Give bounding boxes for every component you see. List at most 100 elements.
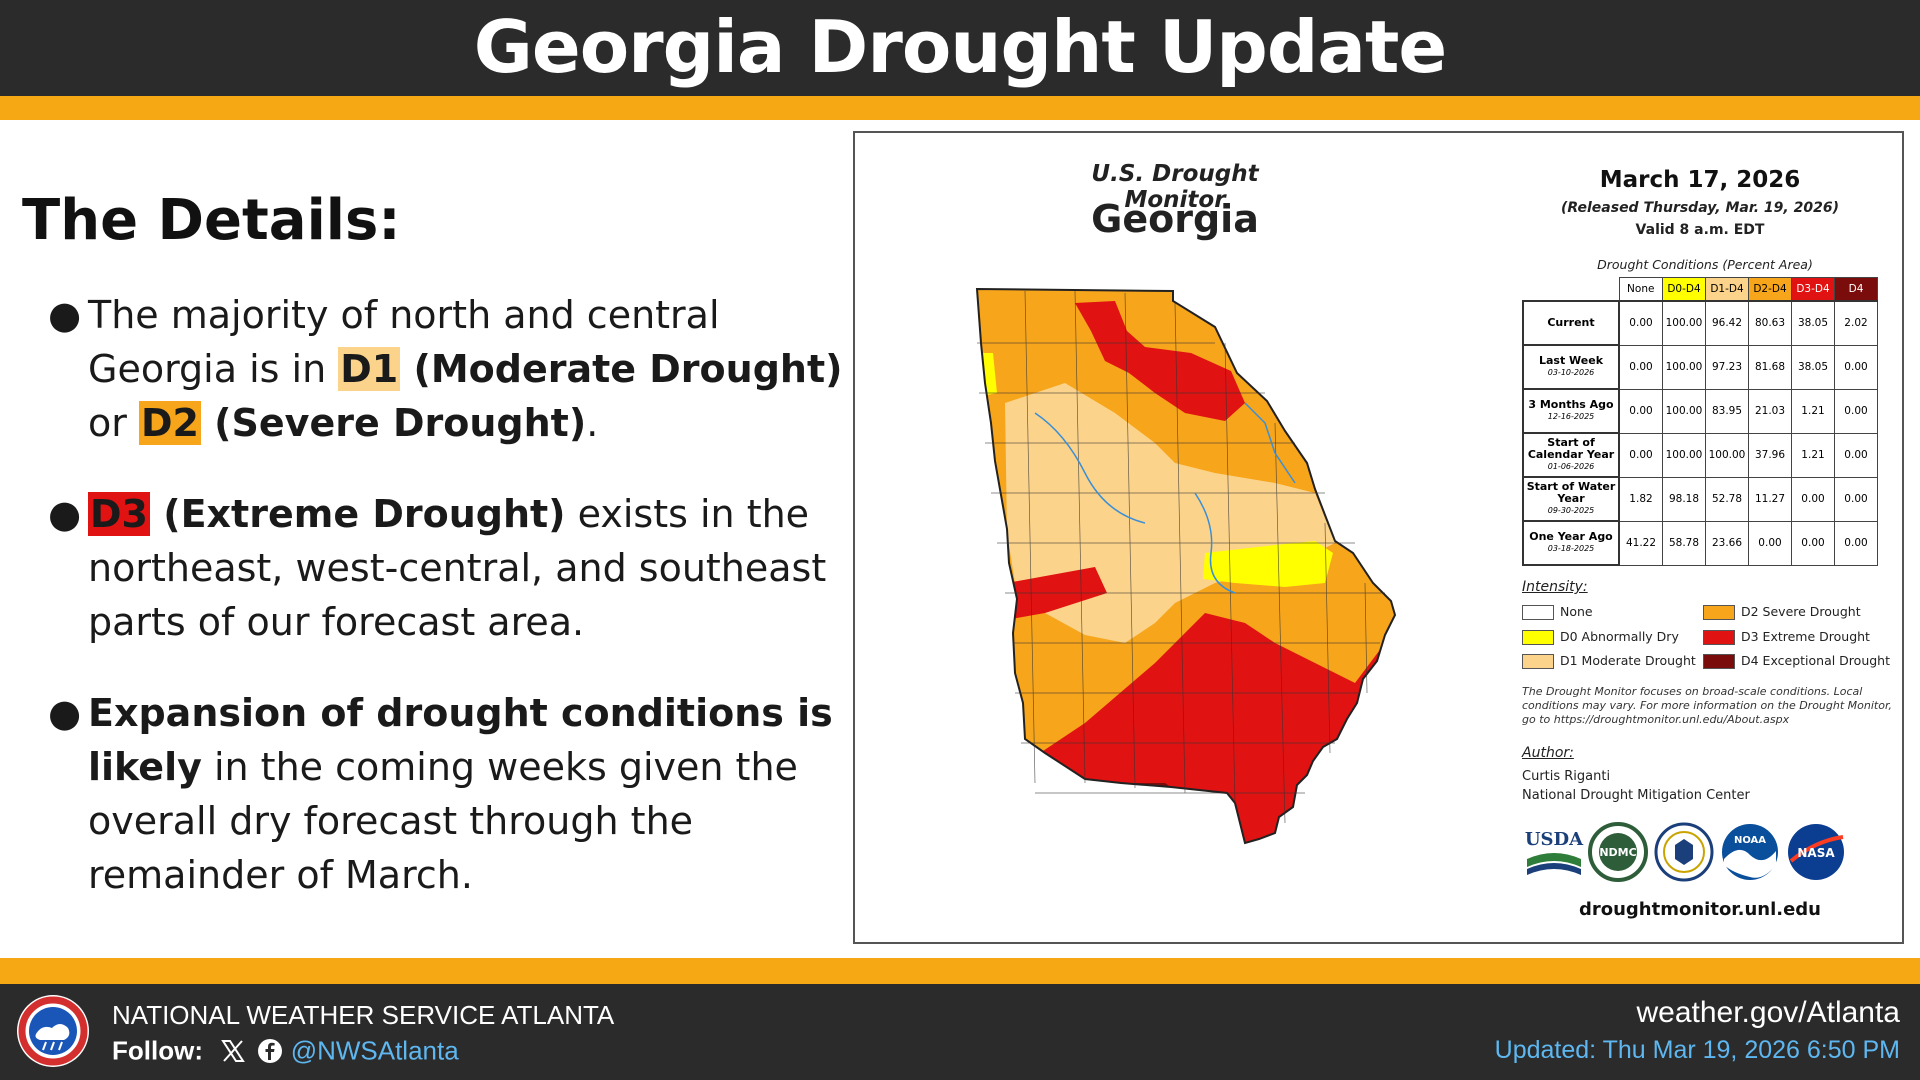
table-cell: 21.03 (1748, 388, 1792, 434)
x-twitter-icon[interactable] (220, 1038, 246, 1064)
release-date: (Released Thursday, Mar. 19, 2026) (1561, 200, 1839, 216)
col-d4: D4 (1834, 277, 1878, 302)
valid-time: Valid 8 a.m. EDT (1635, 222, 1765, 238)
table-row: 3 Months Ago 12-16-2025 0.00 100.00 83.95… (1522, 388, 1878, 434)
bullet-text: The majority of north and central Georgi… (88, 293, 720, 391)
table-cell: 100.00 (1662, 300, 1706, 346)
table-cell: 0.00 (1834, 344, 1878, 390)
table-cell: 0.00 (1618, 344, 1663, 390)
monitor-note: The Drought Monitor focuses on broad-sca… (1522, 685, 1892, 726)
legend-d1: D1 Moderate Drought (1522, 652, 1696, 670)
table-row: Start of Calendar Year 01-06-2026 0.00 10… (1522, 432, 1878, 478)
table-cell: 23.66 (1705, 520, 1749, 566)
legend-d0: D0 Abnormally Dry (1522, 628, 1679, 646)
table-cell: 83.95 (1705, 388, 1749, 434)
ndmc-logo-icon: NDMC (1588, 822, 1648, 882)
table-cell: 100.00 (1662, 432, 1706, 478)
svg-text:NOAA: NOAA (1734, 835, 1766, 846)
author-title: Author: (1522, 745, 1574, 761)
river-icon (1034, 412, 1146, 524)
table-row: One Year Ago 03-18-2025 41.22 58.78 23.66… (1522, 520, 1878, 566)
row-label: 3 Months Ago 12-16-2025 (1522, 388, 1620, 434)
legend-swatch (1522, 630, 1554, 645)
author-name: Curtis Riganti (1522, 769, 1611, 784)
top-accent-stripe (0, 96, 1920, 120)
col-d3-d4: D3-D4 (1791, 277, 1835, 302)
col-d1-d4: D1-D4 (1705, 277, 1749, 302)
row-label: One Year Ago 03-18-2025 (1522, 520, 1620, 566)
facebook-icon[interactable] (257, 1038, 283, 1064)
bullet-text: exists in the northeast, west-central, a… (88, 492, 827, 644)
col-none: None (1618, 277, 1663, 302)
state-outline (975, 287, 1397, 845)
legend-d2: D2 Severe Drought (1703, 603, 1861, 621)
d1-highlight: D1 (338, 347, 401, 391)
d2-label: (Severe Drought) (200, 401, 587, 445)
table-row: Start of Water Year 09-30-2025 1.82 98.18… (1522, 476, 1878, 522)
table-cell: 41.22 (1618, 520, 1663, 566)
table-cell: 58.78 (1662, 520, 1706, 566)
monitor-title: U.S. Drought Monitor (1091, 161, 1259, 213)
noaa-logo-icon: NOAA (1722, 824, 1778, 880)
table-corner (1523, 278, 1619, 302)
table-cell: 81.68 (1748, 344, 1792, 390)
row-label: Current (1522, 300, 1620, 346)
drought-monitor-panel: U.S. Drought Monitor Georgia (853, 131, 1904, 944)
follow-row: Follow: @NWSAtlanta (112, 1034, 459, 1066)
legend-swatch (1703, 654, 1735, 669)
bullet-expansion: ● Expansion of drought conditions is lik… (48, 686, 848, 902)
svg-text:NDMC: NDMC (1599, 846, 1636, 859)
legend-swatch (1703, 630, 1735, 645)
table-row: Last Week 03-10-2026 0.00 100.00 97.23 81… (1522, 344, 1878, 390)
svg-text:NASA: NASA (1797, 846, 1835, 860)
d3-highlight: D3 (88, 492, 150, 536)
follow-label: Follow: (112, 1035, 203, 1066)
d2-highlight: D2 (138, 401, 201, 445)
nasa-logo-icon: NASA (1788, 824, 1844, 880)
table-cell: 38.05 (1791, 344, 1835, 390)
legend-none: None (1522, 603, 1593, 621)
table-header-row: None D0-D4 D1-D4 D2-D4 D3-D4 D4 (1523, 277, 1878, 302)
footer-bar (0, 984, 1920, 1080)
table-cell: 37.96 (1748, 432, 1792, 478)
table-caption: Drought Conditions (Percent Area) (1597, 257, 1813, 272)
county-lines (977, 290, 1385, 824)
d3-label: (Extreme Drought) (149, 492, 566, 536)
table-cell: 0.00 (1834, 432, 1878, 478)
table-cell: 80.63 (1748, 300, 1792, 346)
author-org: National Drought Mitigation Center (1522, 788, 1750, 803)
social-handle[interactable]: @NWSAtlanta (290, 1035, 459, 1066)
agency-logos: USDA NDMC NOAA NASA (1515, 821, 1885, 887)
row-label: Last Week 03-10-2026 (1522, 344, 1620, 390)
bullet-text: or (88, 401, 139, 445)
georgia-drought-map (975, 287, 1397, 845)
office-website-link[interactable]: weather.gov/Atlanta (1636, 996, 1900, 1029)
nws-logo-icon (17, 995, 89, 1067)
header-bar (0, 0, 1920, 96)
table-cell: 0.00 (1618, 388, 1663, 434)
page-title: Georgia Drought Update (473, 5, 1447, 89)
col-d0-d4: D0-D4 (1662, 277, 1706, 302)
table-cell: 100.00 (1705, 432, 1749, 478)
map-date: March 17, 2026 (1599, 167, 1801, 193)
river-icon (1244, 402, 1296, 484)
table-row: Current 0.00 100.00 96.42 80.63 38.05 2.… (1522, 300, 1878, 346)
monitor-site-link[interactable]: droughtmonitor.unl.edu (1578, 899, 1821, 920)
details-heading: The Details: (22, 188, 401, 253)
bullet-d1-d2: ● The majority of north and central Geor… (48, 288, 848, 450)
bottom-accent-stripe (0, 958, 1920, 984)
drought-stats-table: None D0-D4 D1-D4 D2-D4 D3-D4 D4 Current … (1522, 277, 1878, 566)
row-label: Start of Calendar Year 01-06-2026 (1522, 432, 1620, 478)
bullet-d3: ● D3 (Extreme Drought) exists in the nor… (48, 487, 848, 649)
table-cell: 1.21 (1791, 388, 1835, 434)
table-cell: 0.00 (1791, 476, 1835, 522)
expansion-bold: Expansion of drought conditions is likel… (88, 691, 833, 789)
table-cell: 11.27 (1748, 476, 1792, 522)
bullet-text: . (586, 401, 599, 445)
table-cell: 2.02 (1834, 300, 1878, 346)
row-label: Start of Water Year 09-30-2025 (1522, 476, 1620, 522)
table-cell: 97.23 (1705, 344, 1749, 390)
legend-swatch (1703, 605, 1735, 620)
table-cell: 0.00 (1748, 520, 1792, 566)
table-cell: 38.05 (1791, 300, 1835, 346)
